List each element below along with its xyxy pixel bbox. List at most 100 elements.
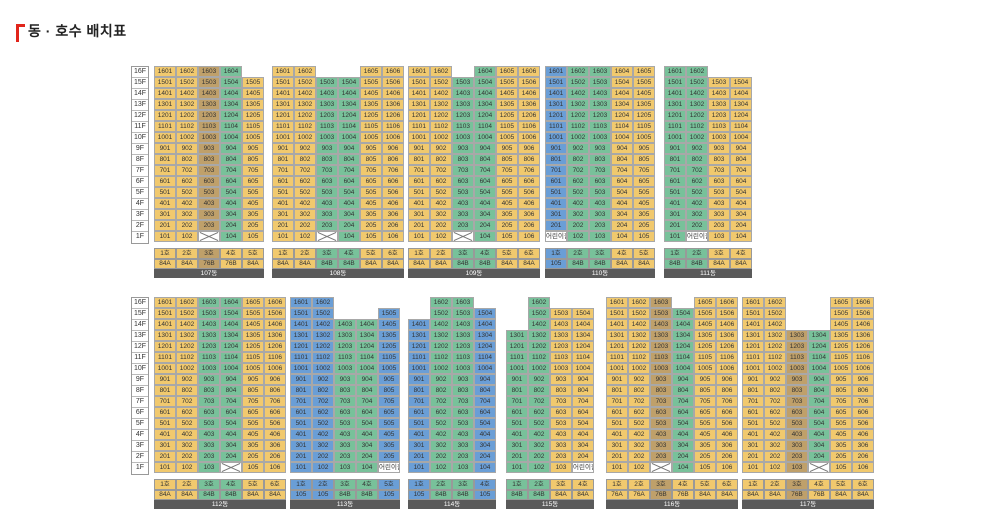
unit-cell[interactable]: 601 xyxy=(506,407,528,418)
unit-cell[interactable]: 1202 xyxy=(430,110,452,121)
unit-cell[interactable]: 104 xyxy=(672,462,694,473)
unit-cell[interactable]: 1603 xyxy=(650,297,672,308)
unit-cell[interactable]: 303 xyxy=(198,440,220,451)
unit-cell[interactable]: 805 xyxy=(694,385,716,396)
unit-cell[interactable]: 1301 xyxy=(408,99,430,110)
unit-cell[interactable]: 504 xyxy=(572,418,594,429)
unit-cell[interactable]: 1202 xyxy=(312,341,334,352)
unit-cell[interactable]: 505 xyxy=(830,418,852,429)
unit-cell[interactable]: 1101 xyxy=(154,121,176,132)
unit-cell[interactable]: 1302 xyxy=(764,330,786,341)
unit-cell[interactable]: 705 xyxy=(830,396,852,407)
unit-cell[interactable]: 1502 xyxy=(430,308,452,319)
unit-cell[interactable]: 1401 xyxy=(154,319,176,330)
unit-cell[interactable]: 1306 xyxy=(716,330,738,341)
unit-cell[interactable]: 705 xyxy=(633,165,655,176)
unit-cell[interactable]: 1102 xyxy=(430,352,452,363)
unit-cell[interactable]: 1203 xyxy=(452,341,474,352)
unit-cell[interactable]: 503 xyxy=(334,418,356,429)
unit-cell[interactable]: 1202 xyxy=(528,341,550,352)
unit-cell[interactable]: 601 xyxy=(742,407,764,418)
unit-cell[interactable]: 1404 xyxy=(611,88,633,99)
unit-cell[interactable]: 803 xyxy=(198,154,220,165)
unit-cell[interactable]: 701 xyxy=(154,396,176,407)
unit-cell[interactable]: 506 xyxy=(852,418,874,429)
unit-cell[interactable]: 201 xyxy=(664,220,686,231)
unit-cell[interactable]: 1203 xyxy=(650,341,672,352)
unit-cell[interactable]: 204 xyxy=(474,220,496,231)
unit-cell[interactable]: 805 xyxy=(360,154,382,165)
unit-cell[interactable]: 604 xyxy=(474,407,496,418)
unit-cell[interactable]: 202 xyxy=(628,451,650,462)
unit-cell[interactable]: 1405 xyxy=(242,319,264,330)
unit-cell[interactable]: 504 xyxy=(220,418,242,429)
unit-cell[interactable]: 904 xyxy=(730,143,752,154)
unit-cell[interactable]: 1606 xyxy=(264,297,286,308)
unit-cell[interactable]: 601 xyxy=(664,176,686,187)
unit-cell[interactable]: 1104 xyxy=(808,352,830,363)
unit-cell[interactable]: 403 xyxy=(198,198,220,209)
unit-cell[interactable]: 1604 xyxy=(220,66,242,77)
unit-cell[interactable]: 1005 xyxy=(496,132,518,143)
unit-cell[interactable]: 1503 xyxy=(198,77,220,88)
unit-cell[interactable]: 803 xyxy=(550,385,572,396)
unit-cell[interactable]: 903 xyxy=(589,143,611,154)
unit-cell[interactable]: 1104 xyxy=(730,121,752,132)
unit-cell[interactable]: 405 xyxy=(378,429,400,440)
unit-cell[interactable]: 1402 xyxy=(567,88,589,99)
unit-cell[interactable]: 1204 xyxy=(730,110,752,121)
unit-cell[interactable]: 101 xyxy=(272,231,294,242)
unit-cell[interactable]: 1204 xyxy=(356,341,378,352)
unit-cell[interactable] xyxy=(220,462,242,473)
unit-cell[interactable]: 404 xyxy=(672,429,694,440)
unit-cell[interactable]: 902 xyxy=(628,374,650,385)
unit-cell[interactable]: 402 xyxy=(686,198,708,209)
unit-cell[interactable]: 1605 xyxy=(242,297,264,308)
unit-cell[interactable]: 1105 xyxy=(360,121,382,132)
unit-cell[interactable]: 101 xyxy=(506,462,528,473)
unit-cell[interactable]: 402 xyxy=(567,198,589,209)
unit-cell[interactable]: 1002 xyxy=(567,132,589,143)
unit-cell[interactable]: 501 xyxy=(506,418,528,429)
unit-cell[interactable]: 1402 xyxy=(176,319,198,330)
unit-cell[interactable]: 904 xyxy=(808,374,830,385)
unit-cell[interactable]: 1103 xyxy=(316,121,338,132)
unit-cell[interactable]: 403 xyxy=(316,198,338,209)
unit-cell[interactable]: 403 xyxy=(452,429,474,440)
unit-cell[interactable]: 1503 xyxy=(316,77,338,88)
unit-cell[interactable]: 801 xyxy=(408,154,430,165)
unit-cell[interactable]: 1406 xyxy=(716,319,738,330)
unit-cell[interactable]: 1204 xyxy=(220,341,242,352)
unit-cell[interactable]: 1201 xyxy=(742,341,764,352)
unit-cell[interactable]: 603 xyxy=(452,176,474,187)
unit-cell[interactable]: 1003 xyxy=(198,363,220,374)
unit-cell[interactable]: 401 xyxy=(290,429,312,440)
unit-cell[interactable]: 1306 xyxy=(852,330,874,341)
unit-cell[interactable]: 101 xyxy=(742,462,764,473)
unit-cell[interactable]: 606 xyxy=(518,176,540,187)
unit-cell[interactable]: 501 xyxy=(154,187,176,198)
unit-cell[interactable]: 304 xyxy=(338,209,360,220)
unit-cell[interactable]: 206 xyxy=(264,451,286,462)
unit-cell[interactable]: 601 xyxy=(272,176,294,187)
unit-cell[interactable]: 306 xyxy=(382,209,404,220)
unit-cell[interactable]: 1404 xyxy=(672,319,694,330)
unit-cell[interactable]: 604 xyxy=(611,176,633,187)
unit-cell[interactable]: 1302 xyxy=(567,99,589,110)
unit-cell[interactable]: 1301 xyxy=(742,330,764,341)
unit-cell[interactable]: 502 xyxy=(430,418,452,429)
unit-cell[interactable]: 704 xyxy=(808,396,830,407)
unit-cell[interactable]: 1102 xyxy=(430,121,452,132)
unit-cell[interactable]: 1306 xyxy=(518,99,540,110)
unit-cell[interactable]: 1002 xyxy=(686,132,708,143)
unit-cell[interactable]: 1201 xyxy=(272,110,294,121)
unit-cell[interactable]: 202 xyxy=(686,220,708,231)
unit-cell[interactable]: 201 xyxy=(290,451,312,462)
unit-cell[interactable]: 402 xyxy=(764,429,786,440)
unit-cell[interactable]: 702 xyxy=(294,165,316,176)
unit-cell[interactable]: 1601 xyxy=(606,297,628,308)
unit-cell[interactable]: 303 xyxy=(550,440,572,451)
unit-cell[interactable]: 701 xyxy=(742,396,764,407)
unit-cell[interactable]: 302 xyxy=(567,209,589,220)
unit-cell[interactable]: 405 xyxy=(633,198,655,209)
